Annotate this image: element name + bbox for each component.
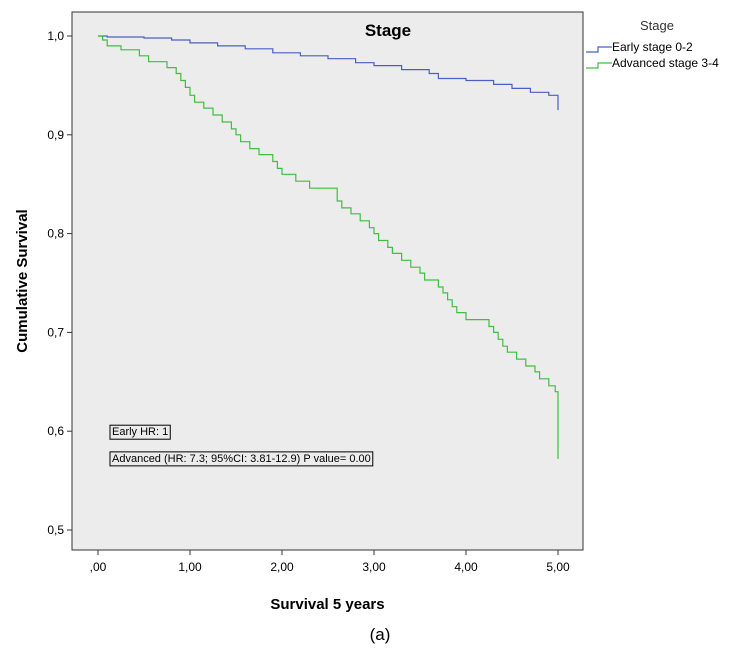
series-line-advanced-stage — [98, 35, 559, 459]
series-group — [98, 35, 559, 459]
x-tick-label: 3,00 — [362, 560, 386, 574]
y-tick-label: 0,9 — [47, 128, 64, 142]
x-axis: ,00 1,00 2,00 3,00 4,00 5,00 — [90, 550, 570, 574]
legend-label: Early stage 0-2 — [612, 40, 693, 54]
legend-label: Advanced stage 3-4 — [612, 56, 719, 70]
plot-title: Stage — [365, 21, 411, 40]
y-tick-label: 0,6 — [47, 424, 64, 438]
caption-group: (a) — [370, 625, 391, 644]
series-line-early-stage — [98, 35, 559, 111]
y-tick-label: 0,8 — [47, 227, 64, 241]
legend-swatch — [586, 46, 612, 53]
y-tick-label: 0,5 — [47, 523, 64, 537]
y-axis: 0,5 0,6 0,7 0,8 0,9 1,0 — [47, 29, 72, 537]
legend: Stage Early stage 0-2 Advanced stage 3-4 — [586, 18, 719, 70]
y-tick-label: 0,7 — [47, 325, 64, 339]
plot-background — [71, 11, 584, 551]
annotation-box — [109, 424, 171, 440]
x-tick-label: 4,00 — [454, 560, 478, 574]
annotation-box — [109, 451, 374, 467]
annotation-text: Advanced (HR: 7.3; 95%CI: 3.81-12.9) P v… — [112, 453, 371, 465]
annotation-text: Early HR: 1 — [112, 426, 168, 438]
annotations: Early HR: 1 Advanced (HR: 7.3; 95%CI: 3.8… — [109, 424, 374, 467]
y-tick-label: 1,0 — [47, 29, 64, 43]
legend-swatch — [586, 62, 612, 69]
x-tick-label: 5,00 — [546, 560, 570, 574]
y-axis-title: Cumulative Survival — [14, 209, 31, 352]
x-tick-label: ,00 — [90, 560, 107, 574]
x-tick-label: 2,00 — [270, 560, 294, 574]
figure-caption: (a) — [370, 625, 391, 644]
legend-title: Stage — [640, 18, 674, 33]
x-axis-title: Survival 5 years — [270, 596, 384, 613]
x-tick-label: 1,00 — [178, 560, 202, 574]
plot-area — [71, 11, 584, 551]
